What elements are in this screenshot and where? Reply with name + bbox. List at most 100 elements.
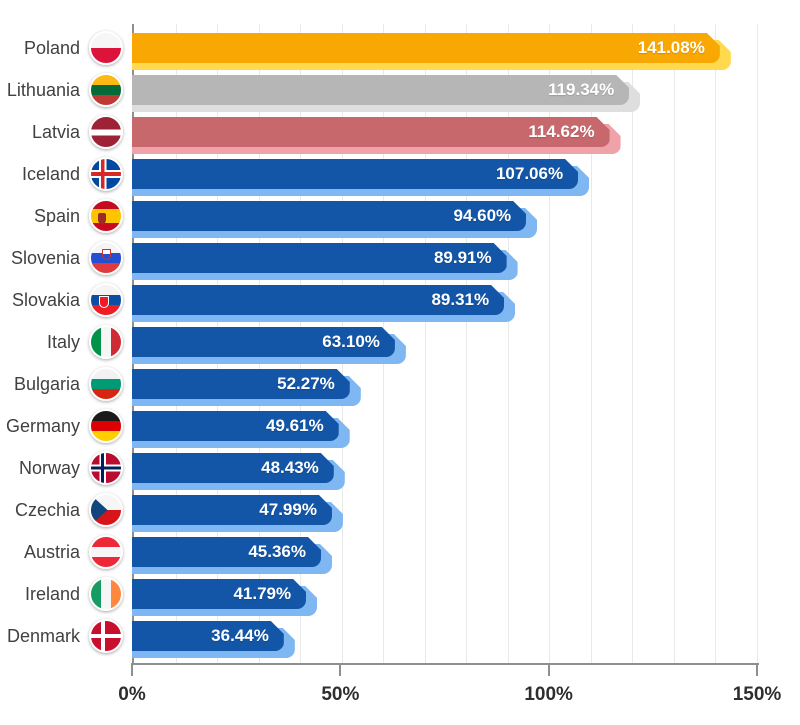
flag-crest (99, 296, 109, 308)
flag-slovakia-icon (89, 283, 123, 317)
bar-value-label: 119.34% (548, 80, 615, 99)
gridline (590, 24, 592, 664)
row-label-cell: Germany (0, 404, 132, 446)
flag-italy-icon (89, 325, 123, 359)
flag-bulgaria-icon (89, 367, 123, 401)
row-label-cell: Czechia (0, 488, 132, 530)
x-axis-tick-label: 50% (321, 684, 360, 705)
bar-cell: 107.06% (132, 152, 757, 194)
bar-cell: 48.43% (132, 446, 757, 488)
bar: 89.91% (132, 243, 507, 273)
chart-row: Bulgaria 52.27% (0, 362, 800, 404)
chart-row: Slovenia 89.91% (0, 236, 800, 278)
gridline (715, 24, 717, 664)
gridline (507, 24, 509, 664)
bar: 119.34% (132, 75, 629, 105)
row-label-cell: Bulgaria (0, 362, 132, 404)
bar-value-label: 52.27% (277, 374, 335, 393)
bar-value-label: 89.91% (433, 248, 492, 267)
country-label: Italy (46, 331, 80, 352)
bar-cell: 114.62% (132, 110, 757, 152)
bar-cell: 89.31% (132, 278, 757, 320)
row-label-cell: Slovakia (0, 278, 132, 320)
row-label-cell: Ireland (0, 572, 132, 614)
bar: 41.79% (132, 579, 306, 609)
bar: 48.43% (132, 453, 334, 483)
bar-value-label: 63.10% (322, 332, 380, 351)
bar: 45.36% (132, 537, 321, 567)
bar: 114.62% (132, 117, 610, 147)
row-label-cell: Italy (0, 320, 132, 362)
chart-row: Czechia 47.99% (0, 488, 800, 530)
flag-lithuania-icon (89, 73, 123, 107)
bar-value-label: 89.31% (431, 290, 490, 309)
country-label: Poland (23, 37, 80, 58)
row-label-cell: Norway (0, 446, 132, 488)
x-axis-tick (547, 663, 550, 676)
chart-rows: Poland 141.08% Lithuania 119.34% (0, 26, 800, 656)
gridline (632, 24, 634, 664)
country-label: Latvia (31, 121, 80, 142)
x-axis-tick (131, 663, 133, 676)
bar-cell: 94.60% (132, 194, 757, 236)
flag-czechia-icon (89, 493, 123, 527)
gridline (424, 24, 426, 664)
country-label: Denmark (6, 625, 80, 646)
x-axis-tick-label: 150% (732, 684, 782, 705)
x-axis-line (132, 663, 759, 665)
chart-row: Denmark 36.44% (0, 614, 800, 656)
row-label-cell: Austria (0, 530, 132, 572)
x-axis-tick-label: 0% (118, 684, 146, 705)
x-axis-tick (756, 663, 758, 676)
bar: 141.08% (132, 33, 720, 63)
bar-value-label: 47.99% (259, 500, 317, 519)
row-label-cell: Poland (0, 26, 132, 68)
bar-cell: 45.36% (132, 530, 757, 572)
flag-iceland-icon (89, 157, 123, 191)
row-label-cell: Iceland (0, 152, 132, 194)
country-label: Germany (5, 415, 80, 436)
chart-row: Spain 94.60% (0, 194, 800, 236)
bar-value-label: 36.44% (211, 626, 269, 645)
bar-value-label: 49.61% (266, 416, 324, 435)
country-label: Iceland (21, 163, 80, 184)
bar-value-label: 41.79% (233, 584, 292, 603)
flag-germany-icon (89, 409, 123, 443)
flag-crest (98, 213, 106, 224)
gridline (673, 24, 675, 664)
country-label: Austria (23, 541, 80, 562)
country-label: Czechia (14, 499, 80, 520)
bar-cell: 52.27% (132, 362, 757, 404)
bar-cell: 119.34% (132, 68, 757, 110)
chart-row: Ireland 41.79% (0, 572, 800, 614)
bar-value-label: 94.60% (453, 206, 512, 225)
bar-cell: 89.91% (132, 236, 757, 278)
chart-row: Germany 49.61% (0, 404, 800, 446)
bar-value-label: 48.43% (261, 458, 319, 477)
gridline (757, 24, 758, 664)
x-axis-tick-label: 100% (524, 684, 573, 705)
country-label: Bulgaria (13, 373, 80, 394)
bar-value-label: 114.62% (528, 122, 595, 141)
row-label-cell: Latvia (0, 110, 132, 152)
bar-value-label: 45.36% (248, 542, 306, 561)
chart-row: Lithuania 119.34% (0, 68, 800, 110)
country-label: Ireland (24, 583, 80, 604)
bar: 36.44% (132, 621, 284, 651)
bar: 94.60% (132, 201, 526, 231)
flag-slovenia-icon (89, 241, 123, 275)
bar-cell: 49.61% (132, 404, 757, 446)
bar-value-label: 141.08% (637, 38, 705, 57)
flag-crest (102, 249, 111, 260)
bar: 107.06% (132, 159, 578, 189)
gridline (549, 24, 551, 664)
flag-poland-icon (89, 31, 123, 65)
flag-triangle (91, 495, 108, 525)
bar-value-label: 107.06% (495, 164, 564, 183)
chart-row: Poland 141.08% (0, 26, 800, 68)
row-label-cell: Lithuania (0, 68, 132, 110)
country-label: Slovenia (10, 247, 80, 268)
flag-austria-icon (89, 535, 123, 569)
bar-cell: 36.44% (132, 614, 757, 656)
